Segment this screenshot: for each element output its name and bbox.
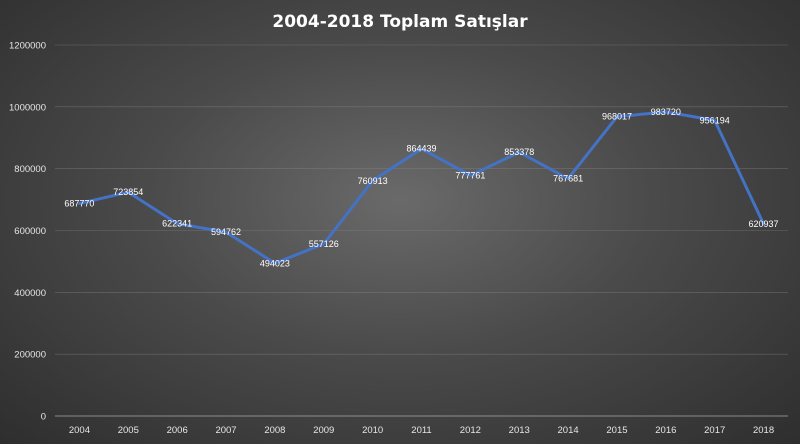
data-label: 983720: [651, 107, 681, 117]
y-tick-label: 400000: [14, 288, 46, 299]
data-label: 767681: [553, 174, 583, 184]
y-tick-label: 800000: [14, 164, 46, 175]
data-label: 594762: [211, 227, 241, 237]
x-tick-label: 2005: [118, 425, 139, 436]
series-line: [77, 110, 766, 265]
x-tick-label: 2013: [509, 425, 530, 436]
y-tick-label: 1200000: [9, 41, 46, 52]
x-tick-label: 2004: [69, 425, 90, 436]
data-label: 557126: [309, 239, 339, 249]
data-label: 687770: [64, 198, 94, 208]
gridlines: [55, 44, 788, 417]
x-tick-label: 2012: [460, 425, 481, 436]
y-tick-label: 0: [41, 412, 46, 423]
data-labels: 687770 723854 622341 594762 494023 557126 7609…: [64, 107, 778, 268]
data-label: 864439: [406, 144, 436, 154]
y-tick-label: 200000: [14, 350, 46, 361]
y-tick-label: 600000: [14, 226, 46, 237]
y-axis-ticks: 0 200000 400000 600000 800000 1000000 1200000: [9, 41, 46, 423]
x-tick-label: 2006: [167, 425, 188, 436]
data-label: 494023: [260, 258, 290, 268]
x-tick-label: 2018: [753, 425, 774, 436]
data-label: 853378: [504, 147, 534, 157]
y-tick-label: 1000000: [9, 102, 46, 113]
data-label: 620937: [749, 219, 779, 229]
data-label: 622341: [162, 219, 192, 229]
data-label: 760913: [358, 176, 388, 186]
x-tick-label: 2017: [704, 425, 725, 436]
data-label: 777761: [455, 171, 485, 181]
x-tick-label: 2007: [215, 425, 236, 436]
x-tick-label: 2008: [264, 425, 285, 436]
x-tick-label: 2010: [362, 425, 383, 436]
data-label: 723854: [113, 187, 143, 197]
data-label: 968017: [602, 112, 632, 122]
x-tick-label: 2014: [558, 425, 579, 436]
x-axis-ticks: 2004 2005 2006 2007 2008 2009 2010 2011 2012 2013…: [69, 425, 774, 436]
x-tick-label: 2011: [411, 425, 431, 436]
x-tick-label: 2016: [655, 425, 676, 436]
data-label: 956194: [700, 115, 730, 125]
x-tick-label: 2015: [606, 425, 627, 436]
chart-title: 2004-2018 Toplam Satışlar: [272, 12, 528, 32]
x-tick-label: 2009: [313, 425, 334, 436]
